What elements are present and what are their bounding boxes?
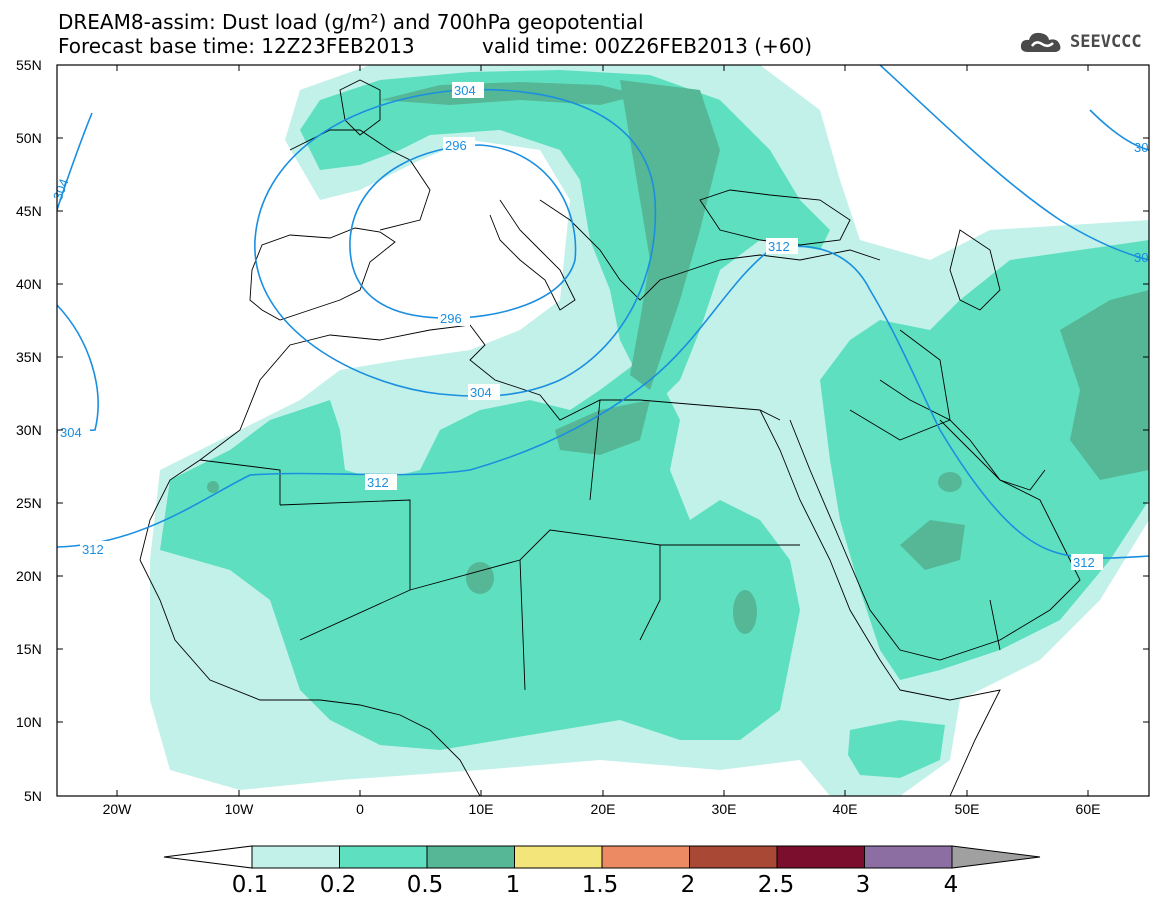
colorbar-swatch [514,845,603,869]
y-tick-label: 45N [16,203,42,219]
contour-label: 296 [440,311,462,326]
contour-label: 312 [1073,555,1095,570]
colorbar-label: 1.5 [582,872,619,898]
colorbar-label: 0.1 [232,872,269,898]
contour-label: 312 [768,239,790,254]
contour-304-west [57,112,93,211]
colorbar-swatch [864,845,953,869]
x-tick-label: 20W [103,801,133,817]
map-title: DREAM8-assim: Dust load (g/m²) and 700hP… [58,10,644,34]
dust-medium-region [848,720,945,778]
colorbar-swatch [689,845,778,869]
colorbar-swatches [251,845,953,869]
contour-label: 304 [470,385,492,400]
colorbar-low-arrow [163,845,253,869]
colorbar-label: 0.2 [320,872,357,898]
contour-296-east [1089,109,1149,151]
x-tick-label: 20E [591,801,616,817]
x-axis: 20W 10W 0 10E 20E 30E 40E 50E 60E [103,65,1101,817]
y-tick-label: 15N [16,641,42,657]
colorbar-swatch [339,845,428,869]
x-tick-label: 60E [1076,801,1101,817]
dust-load-field [150,65,1149,796]
border-lines [199,329,1001,691]
dust-dark-region [380,82,640,105]
x-tick-label: 50E [955,801,980,817]
colorbar-label: 4 [944,872,959,898]
valid-time: valid time: 00Z26FEB2013 (+60) [482,34,813,58]
coastline-balkans [539,199,881,301]
dust-dark-region [900,520,965,570]
contour-label: 304 [50,177,72,203]
coastline-italy [489,199,576,311]
colorbar-label: 1 [506,872,521,898]
coastline-europe [289,129,431,231]
dust-dark-region [555,400,650,455]
contour-label: 312 [367,475,389,490]
contour-label: 30 [1134,140,1148,155]
dust-dark-region [620,80,720,390]
contour-304-southwest [57,304,99,433]
y-tick-label: 55N [16,57,42,73]
dust-dark-region [466,562,494,594]
y-tick-label: 20N [16,568,42,584]
logo-text: SEEVCCC [1070,32,1142,52]
colorbar-swatch [426,845,515,869]
colorbar-label: 2 [681,872,696,898]
y-tick-label: 40N [16,276,42,292]
contour-label: 296 [445,138,467,153]
x-tick-label: 10W [225,801,255,817]
contour-304 [254,88,657,397]
contour-label: 304 [454,83,476,98]
y-tick-label: 10N [16,714,42,730]
coastline-red-sea [759,409,901,691]
colorbar-swatch [776,845,865,869]
x-tick-label: 30E [712,801,737,817]
colorbar-swatch [251,845,340,869]
contour-label: 30 [1134,250,1148,265]
coastline-iberia [249,227,396,321]
seevccc-logo: SEEVCCC [1018,28,1142,56]
y-tick-label: 5N [24,788,42,804]
x-tick-label: 40E [833,801,858,817]
dust-dark-region [733,590,757,634]
colorbar: 0.1 0.2 0.5 1 1.5 2 2.5 3 4 [163,845,1041,898]
coastline-black-sea [699,189,851,246]
dust-dark-region [938,472,962,492]
cloud-icon [1020,32,1061,52]
contour-label: 312 [82,542,104,557]
contour-296 [349,144,577,319]
forecast-base-time: Forecast base time: 12Z23FEB2013 [58,34,415,58]
coastline-caspian [949,229,1001,311]
colorbar-label: 0.5 [407,872,444,898]
contour-304-east [879,65,1149,261]
dust-dark-region [207,481,219,493]
y-tick-label: 30N [16,422,42,438]
colorbar-label: 2.5 [758,872,795,898]
y-tick-label: 25N [16,495,42,511]
colorbar-high-arrow [951,845,1041,869]
y-tick-label: 35N [16,349,42,365]
coastline-horn [899,689,1001,796]
coastline-africa-west [139,559,481,796]
coastline-persian-gulf [939,419,1046,491]
contour-label: 304 [60,425,82,440]
x-tick-label: 10E [469,801,494,817]
contour-labels: 304 296 296 304 304 312 312 312 312 304 … [50,82,1148,570]
dust-dark-region [1060,290,1149,480]
y-axis: 55N 50N 45N 40N 35N 30N 25N 20N 15N 10N … [16,57,1149,804]
contour-312 [57,245,1149,559]
geopotential-contours [57,65,1149,559]
coastline-arabia [789,379,1081,661]
colorbar-label: 3 [856,872,871,898]
y-tick-label: 50N [16,130,42,146]
colorbar-swatch [601,845,690,869]
dust-medium-region [160,360,800,750]
x-tick-label: 0 [356,801,364,817]
